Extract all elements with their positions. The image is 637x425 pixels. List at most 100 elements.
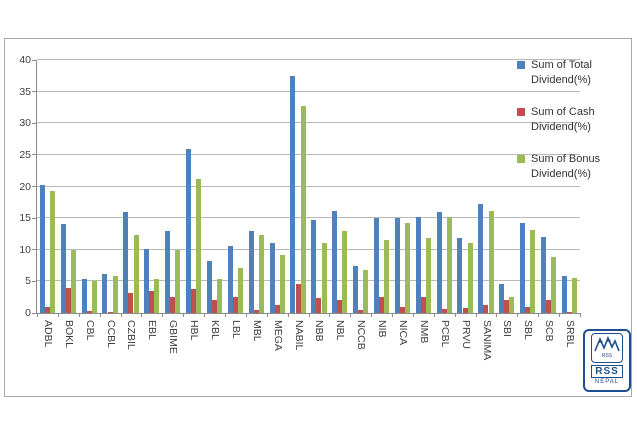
y-axis-label-40: 40 [19, 54, 31, 66]
bar-ccbl-bonus [112, 275, 118, 313]
gridline-y-20 [37, 185, 580, 187]
x-axis-label-nccb: NCCB [355, 320, 368, 350]
bar-pcbl-bonus [446, 216, 452, 313]
bar-nbb-cash [316, 297, 322, 313]
bar-mega-cash [274, 305, 280, 313]
bar-bokl-cash [65, 287, 71, 313]
emblem-caption: RSS [602, 353, 613, 359]
bar-ebl-total [144, 248, 150, 313]
bar-nmb-cash [420, 296, 426, 313]
x-axis-line [36, 313, 580, 314]
y-tick-10 [32, 249, 36, 251]
bar-nbb-total [311, 220, 317, 313]
x-tick-5 [141, 313, 143, 317]
x-tick-25 [559, 313, 561, 317]
y-tick-40 [32, 59, 36, 61]
gridline-y-15 [37, 217, 580, 219]
x-axis-label-kbl: KBL [209, 320, 222, 340]
bar-nccb-cash [358, 309, 364, 313]
bar-lbl-cash [232, 296, 238, 313]
bar-prvu-cash [462, 307, 468, 313]
x-axis-label-adbl: ADBL [41, 320, 54, 348]
x-tick-13 [308, 313, 310, 317]
bar-sbi-total [499, 283, 505, 313]
bar-nabil-cash [295, 283, 301, 313]
y-axis-label-10: 10 [19, 243, 31, 256]
x-axis-label-sbl: SBL [522, 320, 535, 340]
x-axis-label-nbl: NBL [334, 320, 347, 341]
x-tick-20 [454, 313, 456, 317]
bar-czbil-cash [128, 293, 134, 313]
bar-kbl-cash [211, 300, 217, 313]
bar-czbil-total [123, 211, 129, 313]
gridline-y-35 [37, 90, 580, 92]
x-axis-label-lbl: LBL [229, 320, 242, 339]
bar-nmb-bonus [425, 238, 431, 313]
bar-bokl-bonus [70, 249, 76, 313]
chart-frame: 0 5 10 15 20 25 30 35 40 ADBL BOKL CBL CCBL CZBIL EBL G… [4, 38, 632, 397]
x-tick-14 [329, 313, 331, 317]
bar-mega-total [269, 242, 275, 313]
bar-nica-bonus [405, 223, 411, 313]
bar-ccbl-total [102, 274, 108, 313]
bar-sbl-bonus [530, 229, 536, 313]
bar-nica-total [394, 217, 400, 313]
x-axis-label-nbb: NBB [313, 320, 326, 342]
y-axis-label-25: 25 [19, 148, 31, 161]
legend-entry-total: Sum of Total Dividend(%) [517, 58, 629, 88]
y-axis-label-30: 30 [19, 117, 31, 130]
legend: Sum of Total Dividend(%) Sum of Cash Divide… [517, 58, 629, 199]
bar-srbl-total [561, 275, 567, 313]
x-axis-label-nabil: NABIL [292, 320, 305, 351]
bar-sanima-total [478, 204, 484, 313]
bar-sanima-cash [483, 305, 489, 313]
x-tick-15 [350, 313, 352, 317]
x-tick-16 [371, 313, 373, 317]
x-tick-10 [245, 313, 247, 317]
bar-kbl-total [206, 261, 212, 313]
x-axis-label-pcbl: PCBL [438, 320, 451, 348]
bar-gbime-cash [170, 297, 176, 313]
y-tick-15 [32, 217, 36, 219]
bar-mbl-bonus [258, 234, 264, 313]
x-axis-label-ccbl: CCBL [104, 320, 117, 349]
legend-label: Sum of Total Dividend(%) [531, 59, 592, 86]
y-tick-35 [32, 91, 36, 93]
x-tick-6 [162, 313, 164, 317]
bar-mega-bonus [279, 254, 285, 313]
y-tick-20 [32, 186, 36, 187]
bar-hbl-cash [191, 288, 197, 313]
x-axis-label-nmb: NMB [417, 320, 430, 344]
bar-gbime-bonus [175, 249, 181, 313]
x-tick-3 [99, 313, 101, 317]
bar-nbl-total [332, 210, 338, 313]
legend-swatch-icon [517, 108, 525, 116]
legend-swatch-icon [517, 155, 525, 163]
x-axis-label-sanima: SANIMA [480, 320, 493, 361]
logo-title: RSS [591, 365, 623, 378]
bar-nib-total [373, 217, 379, 313]
x-tick-2 [78, 313, 80, 317]
mountain-emblem-icon: RSS [594, 336, 620, 359]
bar-scb-bonus [551, 257, 557, 313]
bar-ebl-cash [149, 290, 155, 313]
bar-cbl-total [81, 279, 87, 313]
bar-ebl-bonus [154, 279, 160, 313]
x-tick-8 [204, 313, 206, 317]
x-tick-12 [287, 313, 289, 317]
bar-lbl-total [227, 245, 233, 313]
x-tick-17 [392, 313, 394, 317]
x-axis-label-czbil: CZBIL [125, 320, 138, 350]
bar-scb-cash [546, 300, 552, 313]
x-tick-19 [433, 313, 435, 317]
bar-sanima-bonus [488, 210, 494, 313]
bar-srbl-bonus [572, 278, 578, 313]
y-tick-0 [32, 312, 36, 314]
x-tick-4 [120, 313, 122, 317]
bar-nbl-bonus [342, 231, 348, 313]
x-axis-label-bokl: BOKL [62, 320, 75, 349]
x-tick-11 [266, 313, 268, 317]
bar-gbime-total [165, 230, 171, 313]
legend-swatch-icon [517, 61, 525, 69]
